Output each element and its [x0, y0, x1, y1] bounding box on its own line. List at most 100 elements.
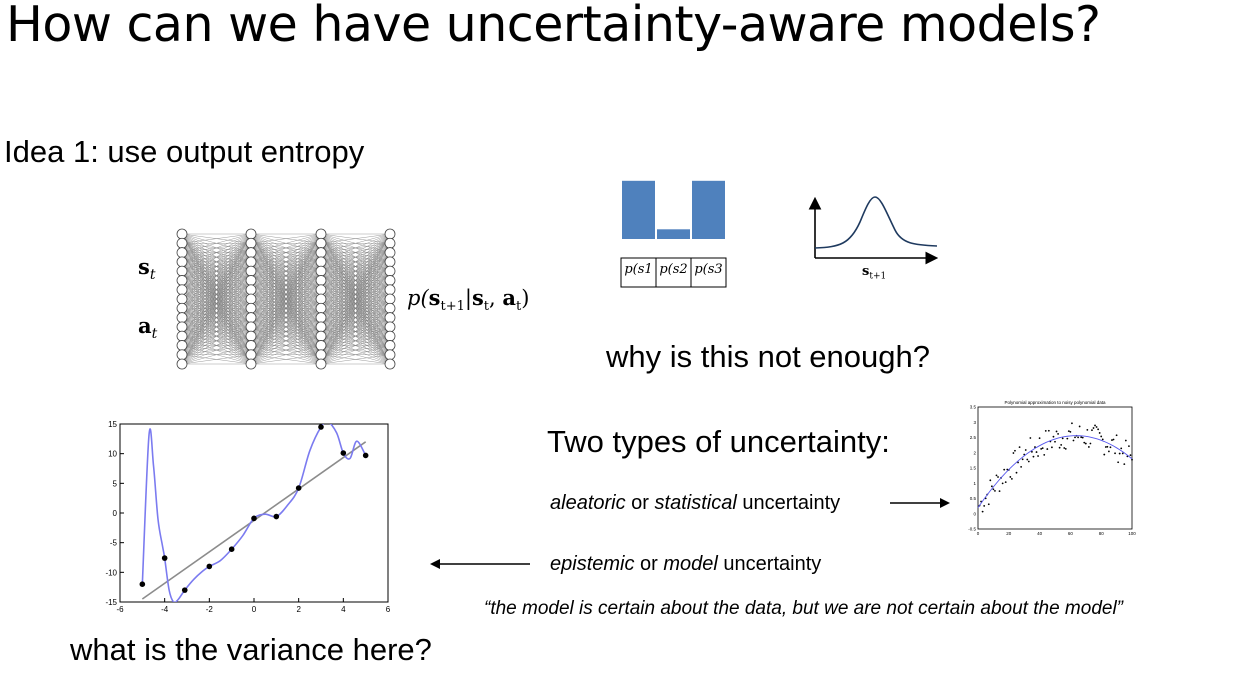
- plot2-point-16: [1003, 468, 1006, 471]
- variance-question: what is the variance here?: [70, 632, 432, 667]
- plot2-point-68: [1083, 441, 1086, 444]
- plot2-point-42: [1043, 453, 1046, 456]
- plot2-point-32: [1027, 460, 1030, 463]
- network-node-3-10: [384, 321, 396, 333]
- plot2-point-37: [1035, 451, 1038, 453]
- plot2-y-tick-3: 1: [973, 481, 976, 486]
- plot-frame: [119, 423, 389, 603]
- network-node-2-10: [315, 321, 327, 333]
- plot2-point-23: [1014, 449, 1016, 452]
- network-node-1-5: [245, 275, 257, 286]
- network-node-2-8: [315, 302, 327, 314]
- plot2-point-78: [1098, 432, 1101, 434]
- plot2-point-10: [994, 489, 996, 492]
- plot2-point-35: [1032, 455, 1035, 458]
- discrete-label-1: p(s1: [624, 262, 653, 277]
- plot2-point-48: [1052, 435, 1055, 438]
- network-node-1-7: [245, 293, 257, 305]
- plot2-point-59: [1069, 430, 1072, 433]
- y-tick-label-2: -5: [110, 539, 118, 548]
- plot2-point-62: [1074, 436, 1076, 439]
- y-tick-label-3: 0: [113, 509, 118, 518]
- plot2-point-22: [1012, 452, 1015, 454]
- y-tick-label-6: 15: [108, 420, 117, 429]
- idea-heading: Idea 1: use output entropy: [4, 134, 365, 169]
- slide-title: How can we have uncertainty-aware models…: [6, 0, 1101, 53]
- continuous-density-curve: [814, 196, 938, 249]
- plot2-point-34: [1031, 450, 1033, 453]
- network-node-1-1: [245, 237, 257, 249]
- plot2-point-92: [1120, 447, 1123, 450]
- network-node-3-0: [384, 228, 396, 240]
- network-node-0-13: [176, 349, 188, 361]
- network-node-2-3: [315, 256, 327, 268]
- network-node-2-11: [315, 330, 327, 342]
- network-node-0-6: [176, 284, 188, 296]
- interpolation-curve: [141, 424, 367, 602]
- plot2-title: Polynomial approximation to noisy polyno…: [1004, 400, 1106, 405]
- plot2-point-17: [1004, 481, 1007, 484]
- plot2-point-54: [1061, 437, 1064, 440]
- plot2-point-28: [1021, 458, 1024, 461]
- network-node-1-8: [245, 302, 257, 314]
- network-node-3-4: [384, 265, 396, 277]
- plot2-point-93: [1121, 452, 1124, 455]
- plot2-y-tick-6: 2.5: [970, 435, 977, 440]
- plot2-point-50: [1055, 430, 1058, 433]
- plot2-point-2: [981, 510, 984, 513]
- continuous-distribution: [808, 196, 939, 265]
- arrow-left-icon: [430, 559, 530, 569]
- plot2-point-9: [992, 488, 995, 491]
- plot2-point-72: [1089, 442, 1092, 445]
- network-node-2-13: [315, 349, 327, 361]
- plot2-x-tick-4: 80: [1099, 531, 1105, 536]
- network-node-1-2: [245, 247, 257, 258]
- plot2-point-90: [1117, 461, 1120, 464]
- network-node-2-0: [315, 228, 327, 240]
- plot2-point-73: [1091, 429, 1093, 432]
- why-question: why is this not enough?: [606, 339, 930, 374]
- plot2-y-tick-2: 0.5: [970, 496, 977, 501]
- network-node-0-3: [176, 256, 188, 268]
- plot2-point-45: [1047, 429, 1050, 432]
- plot2-point-43: [1044, 429, 1047, 432]
- plot2-point-8: [990, 485, 993, 488]
- plot2-point-52: [1058, 446, 1061, 449]
- input-s-label: st: [138, 254, 156, 284]
- arrow-right-icon: [890, 498, 950, 508]
- plot2-point-67: [1081, 436, 1084, 439]
- network-node-2-7: [315, 293, 327, 305]
- plot2-point-12: [997, 476, 999, 478]
- plot2-point-6: [987, 503, 990, 506]
- y-tick-label-0: -15: [105, 598, 117, 607]
- network-node-2-2: [315, 247, 327, 258]
- network-node-3-6: [384, 284, 396, 296]
- network-node-0-0: [176, 228, 188, 240]
- plot2-point-38: [1037, 455, 1039, 457]
- plot2-point-85: [1109, 446, 1112, 449]
- network-node-0-5: [176, 275, 188, 286]
- plot2-point-97: [1128, 445, 1130, 448]
- network-node-1-14: [245, 358, 257, 370]
- plot2-point-81: [1103, 453, 1106, 456]
- plot2-point-30: [1024, 449, 1027, 451]
- plot2-point-44: [1046, 448, 1049, 450]
- epistemic-label: epistemic or model uncertainty: [550, 553, 822, 575]
- plot2-point-56: [1064, 447, 1067, 450]
- plot2-point-11: [995, 474, 998, 477]
- network-node-1-3: [245, 256, 257, 268]
- data-point-8: [318, 424, 324, 430]
- network-node-1-9: [245, 312, 257, 323]
- plot2-point-57: [1066, 437, 1069, 440]
- plot2-point-29: [1023, 453, 1026, 456]
- plot2-point-98: [1129, 454, 1132, 457]
- data-point-4: [228, 546, 235, 552]
- y-tick-label-4: 5: [113, 479, 118, 488]
- plot2-point-84: [1108, 450, 1110, 453]
- network-node-1-13: [245, 349, 257, 361]
- network-nodes: [176, 228, 396, 370]
- plot2-point-20: [1009, 476, 1012, 478]
- plot2-y-tick-5: 2: [973, 450, 976, 455]
- two-types-heading: Two types of uncertainty:: [547, 424, 890, 459]
- network-node-1-10: [245, 321, 257, 333]
